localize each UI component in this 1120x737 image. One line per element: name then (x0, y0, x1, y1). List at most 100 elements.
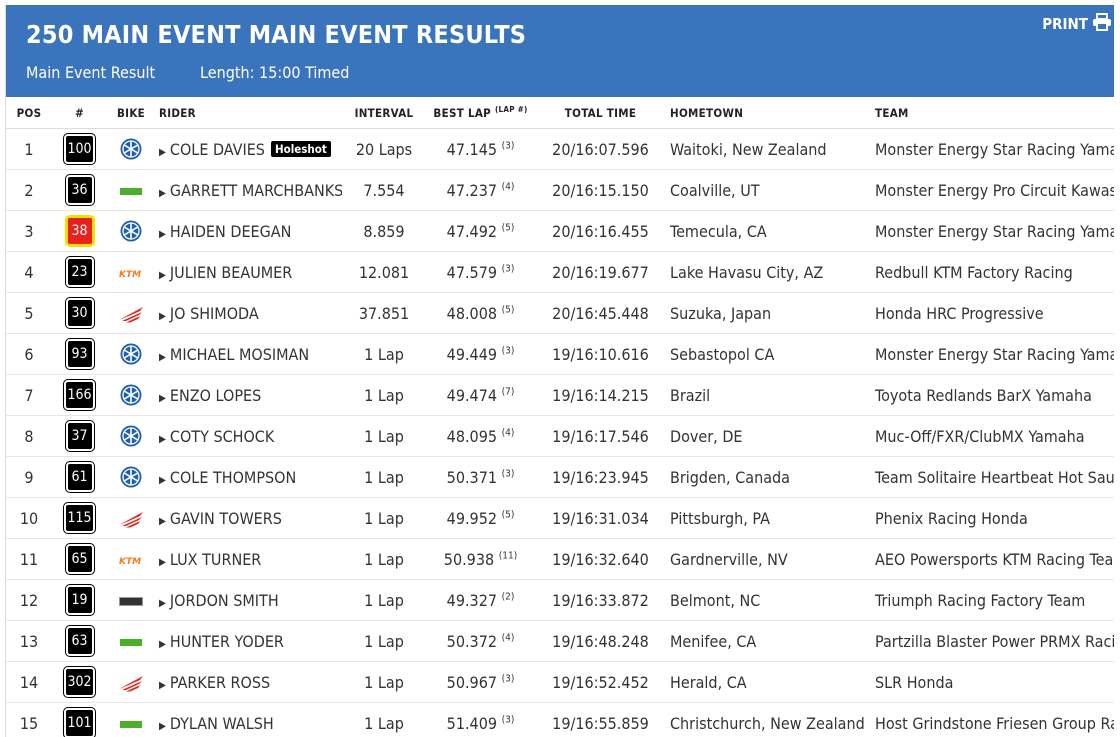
rider-name[interactable]: LUX TURNER (169, 549, 262, 569)
pos-cell: 5 (6, 292, 52, 334)
col-bike[interactable]: BIKE (107, 97, 155, 129)
interval-cell: 1 Lap (342, 702, 426, 737)
rider-name[interactable]: GARRETT MARCHBANKS (169, 180, 342, 200)
total-time-cell: 20/16:15.150 (535, 169, 666, 211)
rider-name[interactable]: JO SHIMODA (169, 303, 259, 323)
expand-triangle-icon[interactable]: ▶ (159, 433, 166, 445)
table-row: 4 23 KTM ▶ JULIEN BEAUMER 12.081 47.579 (3) 20/… (6, 251, 1114, 293)
rider-name[interactable]: DYLAN WALSH (169, 713, 274, 733)
expand-triangle-icon[interactable]: ▶ (159, 187, 166, 199)
bike-cell (107, 415, 155, 457)
pos-cell: 1 (6, 128, 52, 170)
rider-number-badge: 166 (64, 380, 95, 410)
col-number[interactable]: # (52, 97, 107, 129)
expand-triangle-icon[interactable]: ▶ (159, 269, 166, 281)
number-cell: 36 (52, 169, 107, 211)
bike-cell (107, 620, 155, 662)
expand-triangle-icon[interactable]: ▶ (159, 556, 166, 568)
best-lap-cell: 49.327 (2) (426, 579, 535, 621)
rider-name[interactable]: JORDON SMITH (169, 590, 279, 610)
col-hometown[interactable]: HOMETOWN (666, 97, 871, 129)
col-pos[interactable]: POS (6, 97, 52, 129)
rider-cell[interactable]: ▶ COLE DAVIES Holeshot (155, 128, 342, 170)
rider-name[interactable]: COLE DAVIES (169, 139, 265, 159)
rider-name[interactable]: HAIDEN DEEGAN (169, 221, 292, 241)
bike-cell: KTM (107, 538, 155, 580)
rider-name[interactable]: MICHAEL MOSIMAN (169, 344, 310, 364)
hometown-cell: Christchurch, New Zealand (666, 702, 871, 737)
rider-name[interactable]: COLE THOMPSON (169, 467, 297, 487)
rider-cell[interactable]: ▶ JO SHIMODA (155, 292, 342, 334)
expand-triangle-icon[interactable]: ▶ (159, 310, 166, 322)
pos-cell: 2 (6, 169, 52, 211)
rider-cell[interactable]: ▶ MICHAEL MOSIMAN (155, 333, 342, 375)
expand-triangle-icon[interactable]: ▶ (159, 515, 166, 527)
interval-cell: 1 Lap (342, 497, 426, 539)
yamaha-logo-icon (119, 466, 143, 488)
interval-cell: 12.081 (342, 251, 426, 293)
number-cell: 302 (52, 661, 107, 703)
number-cell: 30 (52, 292, 107, 334)
interval-cell: 20 Laps (342, 128, 426, 170)
ktm-logo-icon: KTM (118, 263, 144, 282)
results-table: POS # BIKE RIDER INTERVAL BEST LAP (LAP … (6, 97, 1114, 737)
rider-cell[interactable]: ▶ JULIEN BEAUMER (155, 251, 342, 293)
rider-cell[interactable]: ▶ GARRETT MARCHBANKS (155, 169, 342, 211)
total-time-cell: 19/16:23.945 (535, 456, 666, 498)
rider-cell[interactable]: ▶ ENZO LOPES (155, 374, 342, 416)
expand-triangle-icon[interactable]: ▶ (159, 146, 166, 158)
col-total-time[interactable]: TOTAL TIME (535, 97, 666, 129)
rider-cell[interactable]: ▶ HUNTER YODER (155, 620, 342, 662)
rider-cell[interactable]: ▶ LUX TURNER (155, 538, 342, 580)
kawasaki-logo-icon (120, 720, 142, 728)
bike-cell (107, 333, 155, 375)
svg-text:KTM: KTM (119, 270, 141, 278)
rider-name[interactable]: PARKER ROSS (169, 672, 271, 692)
expand-triangle-icon[interactable]: ▶ (159, 474, 166, 486)
bike-cell (107, 702, 155, 737)
hometown-cell: Suzuka, Japan (666, 292, 871, 334)
total-time-cell: 20/16:16.455 (535, 210, 666, 252)
expand-triangle-icon[interactable]: ▶ (159, 638, 166, 650)
interval-cell: 8.859 (342, 210, 426, 252)
pos-cell: 9 (6, 456, 52, 498)
rider-cell[interactable]: ▶ HAIDEN DEEGAN (155, 210, 342, 252)
expand-triangle-icon[interactable]: ▶ (159, 720, 166, 732)
honda-wing-icon (118, 303, 144, 323)
expand-triangle-icon[interactable]: ▶ (159, 351, 166, 363)
rider-name[interactable]: ENZO LOPES (169, 385, 262, 405)
rider-cell[interactable]: ▶ GAVIN TOWERS (155, 497, 342, 539)
team-cell: Redbull KTM Factory Racing (871, 251, 1114, 293)
rider-cell[interactable]: ▶ JORDON SMITH (155, 579, 342, 621)
expand-triangle-icon[interactable]: ▶ (159, 597, 166, 609)
hometown-cell: Herald, CA (666, 661, 871, 703)
rider-cell[interactable]: ▶ COLE THOMPSON (155, 456, 342, 498)
lap-number: (2) (501, 591, 515, 603)
best-lap-cell: 48.008 (5) (426, 292, 535, 334)
expand-triangle-icon[interactable]: ▶ (159, 228, 166, 240)
col-team[interactable]: TEAM (871, 97, 1114, 129)
lap-number: (3) (501, 345, 515, 357)
col-rider[interactable]: RIDER (155, 97, 342, 129)
rider-name[interactable]: COTY SCHOCK (169, 426, 275, 446)
expand-triangle-icon[interactable]: ▶ (159, 679, 166, 691)
team-cell: Host Grindstone Friesen Group Racing (871, 702, 1114, 737)
expand-triangle-icon[interactable]: ▶ (159, 392, 166, 404)
rider-name[interactable]: HUNTER YODER (169, 631, 284, 651)
print-button[interactable]: PRINT (1042, 13, 1112, 35)
lap-number: (4) (501, 427, 515, 439)
interval-cell: 1 Lap (342, 456, 426, 498)
rider-name[interactable]: GAVIN TOWERS (169, 508, 282, 528)
rider-cell[interactable]: ▶ PARKER ROSS (155, 661, 342, 703)
pos-cell: 7 (6, 374, 52, 416)
pos-cell: 12 (6, 579, 52, 621)
col-best-lap[interactable]: BEST LAP (LAP #) (426, 97, 535, 129)
rider-cell[interactable]: ▶ DYLAN WALSH (155, 702, 342, 737)
rider-name[interactable]: JULIEN BEAUMER (169, 262, 293, 282)
col-interval[interactable]: INTERVAL (342, 97, 426, 129)
rider-cell[interactable]: ▶ COTY SCHOCK (155, 415, 342, 457)
best-lap-cell: 50.371 (3) (426, 456, 535, 498)
kawasaki-logo-icon (120, 638, 142, 646)
team-cell: AEO Powersports KTM Racing Team (871, 538, 1114, 580)
team-cell: Team Solitaire Heartbeat Hot Sauce (871, 456, 1114, 498)
